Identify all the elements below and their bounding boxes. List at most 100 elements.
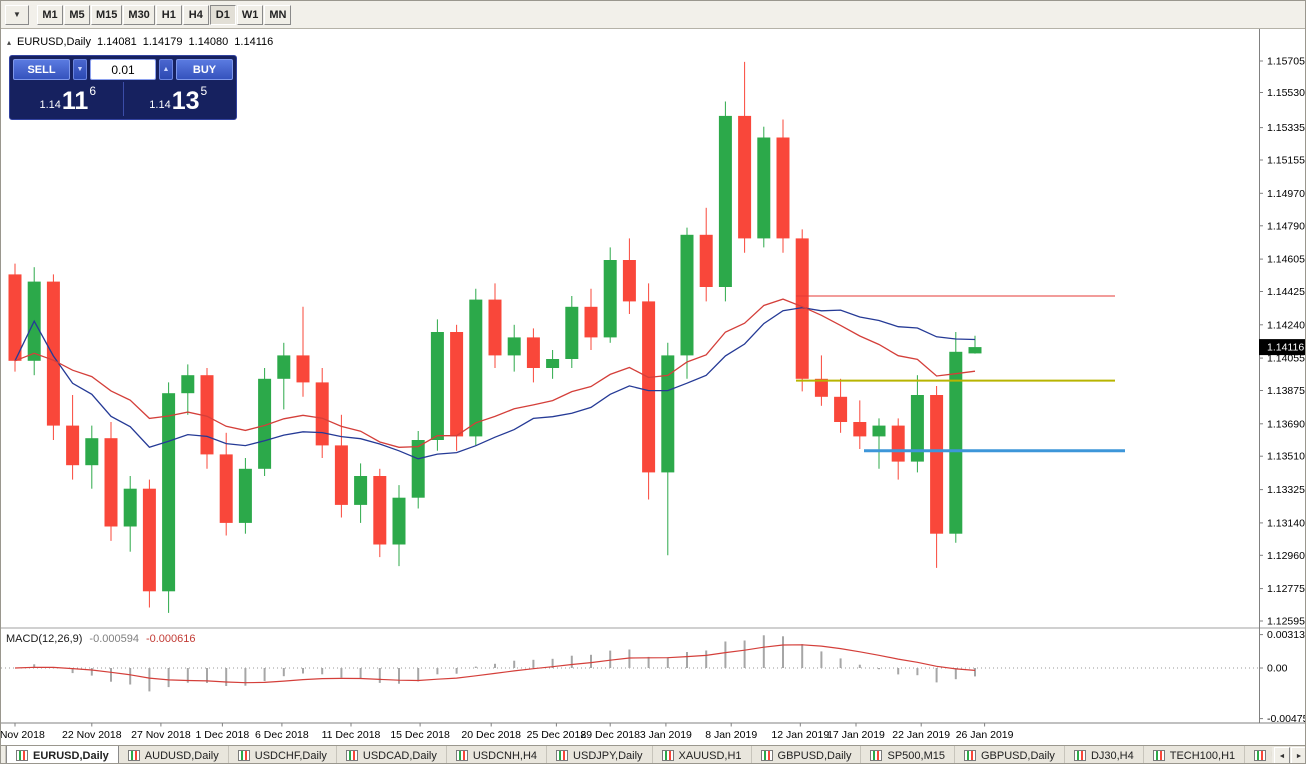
macd-signal-line [14,644,976,684]
candles-layer [8,61,982,613]
chart-icon [870,750,883,761]
candle-body [795,238,809,379]
symbol-tab[interactable]: XAUUSD,H1 [652,746,752,763]
candle-body [949,351,963,534]
price-axis-label: 1.12775 [1267,583,1305,595]
candle-body [315,382,329,446]
candle-body [104,438,118,527]
candle-body [584,306,598,338]
tab-label: AUDUSD,Daily [144,749,219,762]
price-axis-label: 1.15155 [1267,155,1305,167]
symbol-tab[interactable]: USDCAD,Daily [336,746,447,763]
candle-body [661,355,675,473]
price-axis-label: 1.14970 [1267,188,1305,200]
date-axis-label: 22 Jan 2019 [892,729,950,741]
timeframe-buttons: M1 M5 M15 M30 H1 H4 D1 W1 MN [37,4,292,25]
price-axis-label: 1.14240 [1267,319,1305,331]
lot-size-input[interactable] [90,59,156,80]
date-axis-label: 26 Jan 2019 [956,729,1014,741]
tf-button-H4[interactable]: H4 [182,4,209,25]
tf-button-M5[interactable]: M5 [64,4,90,25]
candle-body [642,301,656,473]
macd-main-value: -0.000594 [89,633,139,645]
sell-price-big-digits: 11 [61,87,89,116]
date-axis-label: 3 Jan 2019 [640,729,692,741]
symbol-tab[interactable]: USDCHF,Daily [228,746,337,763]
symbol-tab[interactable]: EURUSD,Daily [6,746,119,763]
tab-label: USDCHF,Daily [254,749,327,762]
chart-icon [455,750,468,761]
candle-body [430,332,444,440]
candle-body [66,425,80,466]
candle-body [200,375,214,455]
candle-body [891,425,905,462]
candle-body [776,137,790,239]
candle-body [46,281,60,426]
macd-signal-value: -0.000616 [145,633,196,645]
lot-decrease-button[interactable]: ▼ [73,59,87,80]
current-price-badge [1259,339,1305,356]
symbol-tab[interactable]: AUDUSD,Daily [118,746,229,763]
tf-button-M30[interactable]: M30 [123,4,155,25]
timeframe-toolbar: ▼ M1 M5 M15 M30 H1 H4 D1 W1 MN [1,1,1305,29]
chevron-down-icon: ▼ [13,10,21,19]
chart-icon [16,750,28,761]
chart-icon [760,750,773,761]
tab-scroll-left-button[interactable]: ◄ [1274,747,1290,763]
tab-label: GBPUSD,Daily [980,749,1055,762]
candle-body [450,332,464,437]
symbol-tab[interactable]: TECH100,H1 [1143,746,1246,763]
tf-button-H1[interactable]: H1 [155,4,182,25]
candle-body [930,395,944,534]
candle-body [411,440,425,498]
tf-button-MN[interactable]: MN [264,4,292,25]
candle-body [699,234,713,287]
tab-label: TECH100,H1 [1169,749,1236,762]
candle-body [546,359,560,368]
candle-body [296,355,310,383]
date-axis-label: 17 Jan 2019 [827,729,885,741]
symbol-tab[interactable]: GBPUSD,Daily [751,746,862,763]
tf-button-M15[interactable]: M15 [91,4,123,25]
date-axis-label: 1 Dec 2018 [196,729,250,741]
sell-price-prefix: 1.14 [39,99,61,111]
date-axis-label: 8 Jan 2019 [705,729,757,741]
price-axis-label: 1.14425 [1267,286,1305,298]
symbol-tab[interactable]: USDCNH,H4 [446,746,548,763]
triangle-icon: ▴ [7,37,12,47]
date-axis-label: 29 Dec 2018 [580,729,640,741]
chart-symbol-label: EURUSD,Daily [17,36,91,48]
price-chart-canvas[interactable]: 1.15705 1.15530 1.15335 1.15155 1.14970 1.147… [1,29,1306,745]
tf-button-M1[interactable]: M1 [37,4,63,25]
tf-button-W1[interactable]: W1 [236,4,264,25]
candle-body [392,497,406,545]
toolbar-dropdown-button[interactable]: ▼ [5,4,29,25]
tab-label: USDCNH,H4 [472,749,538,762]
symbol-tab[interactable]: DJ30,H4 [1064,746,1144,763]
sell-price[interactable]: 1.14 11 6 [13,82,123,116]
symbol-tab[interactable]: USDJPY,Daily [547,746,653,763]
tab-scroll-right-button[interactable]: ► [1291,747,1305,763]
lot-increase-button[interactable]: ▲ [159,59,173,80]
date-axis-label: 20 Dec 2018 [461,729,521,741]
candle-body [142,488,156,592]
chart-high-value: 1.14179 [142,36,183,48]
chart-ohlc-title: ▴ EURUSD,Daily 1.14081 1.14179 1.14080 1… [7,36,273,48]
buy-button[interactable]: BUY [176,59,233,80]
axes-layer: 1.15705 1.15530 1.15335 1.15155 1.14970 1.147… [1,29,1305,741]
tf-button-D1[interactable]: D1 [209,4,236,25]
price-axis-label: 1.13875 [1267,385,1305,397]
tab-scroll-buttons: ◄ ► [1272,747,1305,763]
tab-label: DJ30,H4 [1090,749,1134,762]
chevron-up-icon: ▲ [162,66,170,73]
ma-line-ma_red [14,298,976,448]
one-click-controls: SELL ▼ ▲ BUY [13,59,233,80]
symbol-tab[interactable]: GBPUSD,Daily [954,746,1065,763]
chart-tabs: EURUSD,Daily AUDUSD,Daily USDCHF,Daily USDC… [6,746,1305,763]
buy-price[interactable]: 1.14 13 5 [124,82,234,116]
chart-icon [1073,750,1086,761]
candle-body [162,393,176,592]
sell-button[interactable]: SELL [13,59,70,80]
symbol-tab[interactable]: SP500,M15 [861,746,955,763]
candle-body [181,375,195,394]
